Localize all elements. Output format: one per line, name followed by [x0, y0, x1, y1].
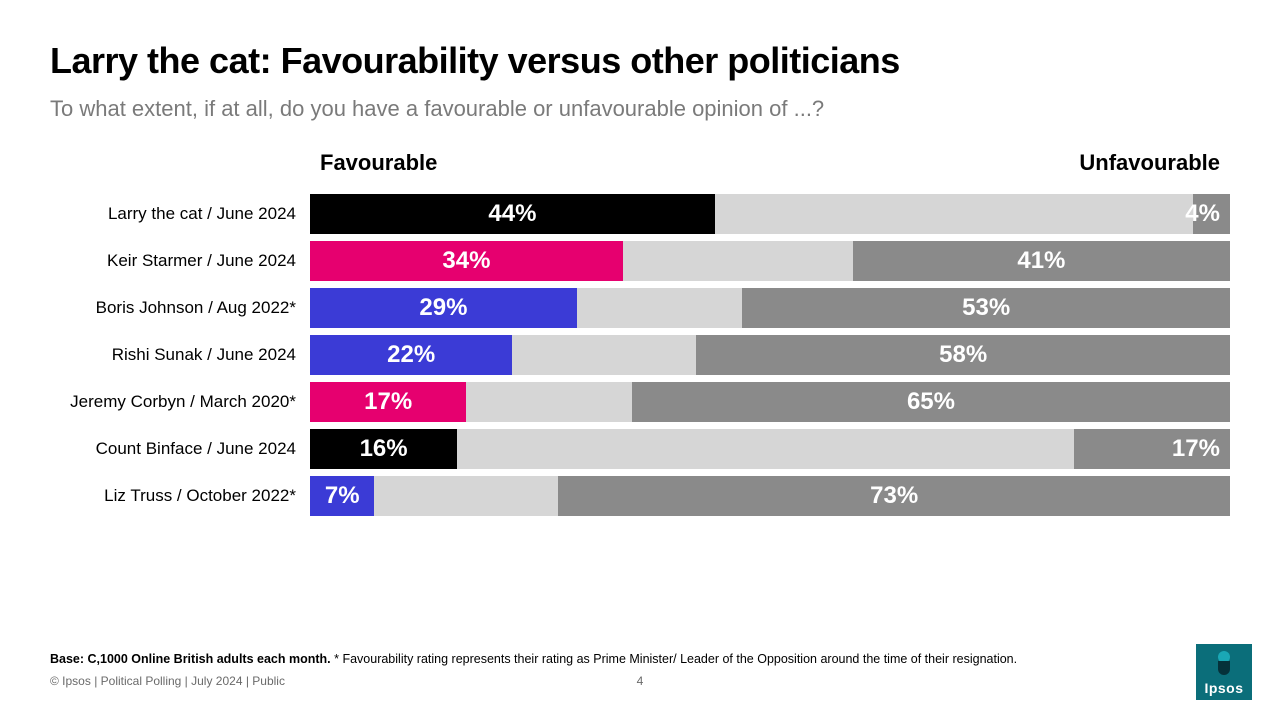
row-label: Boris Johnson / Aug 2022*: [50, 298, 310, 318]
neutral-segment: [374, 476, 558, 516]
favourable-segment: 44%: [310, 194, 715, 234]
unfavourable-segment: 58%: [696, 335, 1230, 375]
unfavourable-segment: 73%: [558, 476, 1230, 516]
row-label: Jeremy Corbyn / March 2020*: [50, 392, 310, 412]
unfavourable-segment: 65%: [632, 382, 1230, 422]
favourable-segment: 22%: [310, 335, 512, 375]
bar-track: 16% 17%: [310, 429, 1230, 469]
neutral-segment: [457, 429, 1073, 469]
legend-bar-area: Favourable Unfavourable: [310, 150, 1230, 194]
row-label: Larry the cat / June 2024: [50, 204, 310, 224]
chart-row: Keir Starmer / June 202434% 41%: [50, 241, 1230, 281]
legend-spacer: [50, 150, 310, 194]
chart-row: Liz Truss / October 2022*7% 73%: [50, 476, 1230, 516]
neutral-segment: [466, 382, 632, 422]
ipsos-logo: Ipsos: [1196, 644, 1252, 700]
chart-row: Rishi Sunak / June 202422% 58%: [50, 335, 1230, 375]
bar-track: 29% 53%: [310, 288, 1230, 328]
chart-row: Boris Johnson / Aug 2022*29% 53%: [50, 288, 1230, 328]
legend-unfavourable: Unfavourable: [1079, 150, 1220, 176]
slide: Larry the cat: Favourability versus othe…: [0, 0, 1280, 720]
neutral-segment: [623, 241, 853, 281]
chart-row: Larry the cat / June 202444% 4%: [50, 194, 1230, 234]
favourable-segment: 16%: [310, 429, 457, 469]
bar-track: 22% 58%: [310, 335, 1230, 375]
bar-track: 17% 65%: [310, 382, 1230, 422]
unfavourable-segment: 4%: [1193, 194, 1230, 234]
footer-page-number: 4: [637, 674, 644, 688]
legend-favourable: Favourable: [320, 150, 437, 176]
footnote-bold: Base: C,1000 Online British adults each …: [50, 652, 331, 666]
footer: © Ipsos | Political Polling | July 2024 …: [50, 672, 1230, 690]
footnote: Base: C,1000 Online British adults each …: [50, 652, 1017, 666]
unfavourable-segment: 41%: [853, 241, 1230, 281]
row-label: Liz Truss / October 2022*: [50, 486, 310, 506]
chart-legend: Favourable Unfavourable: [50, 150, 1230, 194]
footer-left: © Ipsos | Political Polling | July 2024 …: [50, 674, 285, 688]
bar-track: 34% 41%: [310, 241, 1230, 281]
favourable-segment: 34%: [310, 241, 623, 281]
chart-row: Count Binface / June 202416% 17%: [50, 429, 1230, 469]
favourable-segment: 17%: [310, 382, 466, 422]
row-label: Rishi Sunak / June 2024: [50, 345, 310, 365]
row-label: Keir Starmer / June 2024: [50, 251, 310, 271]
page-subtitle: To what extent, if at all, do you have a…: [50, 96, 1230, 122]
bar-track: 7% 73%: [310, 476, 1230, 516]
favourable-segment: 29%: [310, 288, 577, 328]
ipsos-logo-text: Ipsos: [1204, 680, 1243, 696]
bar-track: 44% 4%: [310, 194, 1230, 234]
page-title: Larry the cat: Favourability versus othe…: [50, 40, 1230, 82]
chart-rows: Larry the cat / June 202444% 4% Keir Starm…: [50, 194, 1230, 516]
favourable-segment: 7%: [310, 476, 374, 516]
neutral-segment: [512, 335, 696, 375]
row-label: Count Binface / June 2024: [50, 439, 310, 459]
unfavourable-segment: 17%: [1074, 429, 1230, 469]
unfavourable-segment: 53%: [742, 288, 1230, 328]
footnote-rest: * Favourability rating represents their …: [331, 652, 1017, 666]
ipsos-logo-mark: [1215, 651, 1233, 675]
chart-row: Jeremy Corbyn / March 2020*17% 65%: [50, 382, 1230, 422]
neutral-segment: [577, 288, 743, 328]
favourability-chart: Favourable Unfavourable Larry the cat / …: [50, 150, 1230, 516]
neutral-segment: [715, 194, 1193, 234]
